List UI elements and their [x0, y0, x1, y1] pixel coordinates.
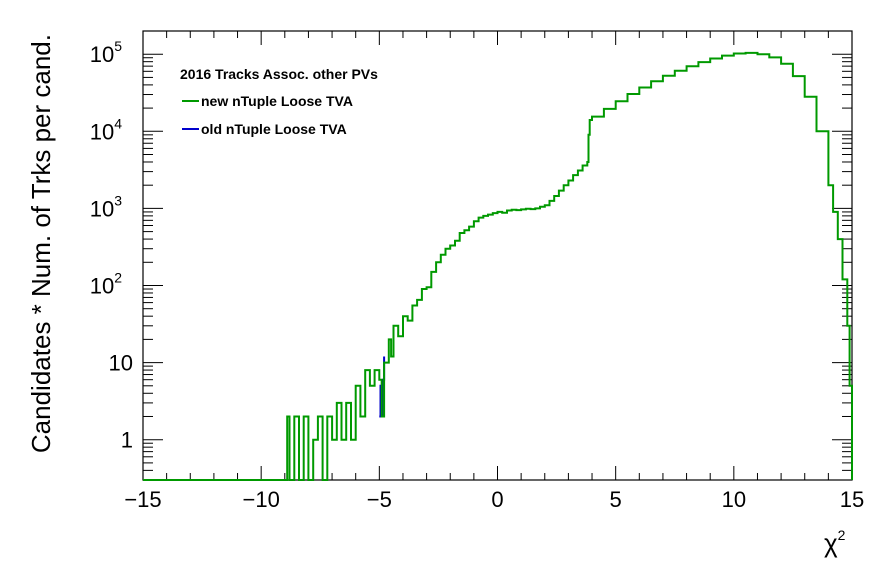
y-tick-label: 105	[90, 38, 122, 67]
y-tick-label: 102	[90, 269, 122, 298]
legend-label-new: new nTuple Loose TVA	[201, 93, 353, 109]
y-tick-label: 103	[90, 192, 122, 221]
x-tick-label: 5	[610, 487, 622, 512]
x-tick-label: −5	[367, 487, 392, 512]
y-tick-label: 10	[109, 351, 133, 376]
legend-header: 2016 Tracks Assoc. other PVs	[180, 66, 378, 82]
y-axis: 1 10 102 103 104 105	[90, 30, 852, 481]
x-tick-label: −15	[124, 487, 161, 512]
y-axis-title: Candidates * Num. of Trks per cand.	[26, 34, 56, 453]
series-line	[143, 51, 853, 481]
x-axis: −15 −10 −5 0 5 10 15	[124, 31, 864, 512]
x-tick-label: 15	[840, 487, 864, 512]
legend: 2016 Tracks Assoc. other PVs new nTuple …	[180, 66, 378, 137]
y-tick-label: 104	[90, 115, 122, 144]
series-layer	[143, 51, 853, 481]
x-tick-label: −10	[243, 487, 280, 512]
y-tick-label: 1	[121, 428, 133, 453]
x-tick-label: 0	[491, 487, 503, 512]
legend-label-old: old nTuple Loose TVA	[201, 121, 347, 137]
x-tick-label: 10	[722, 487, 746, 512]
x-axis-title: χ2	[824, 527, 846, 558]
